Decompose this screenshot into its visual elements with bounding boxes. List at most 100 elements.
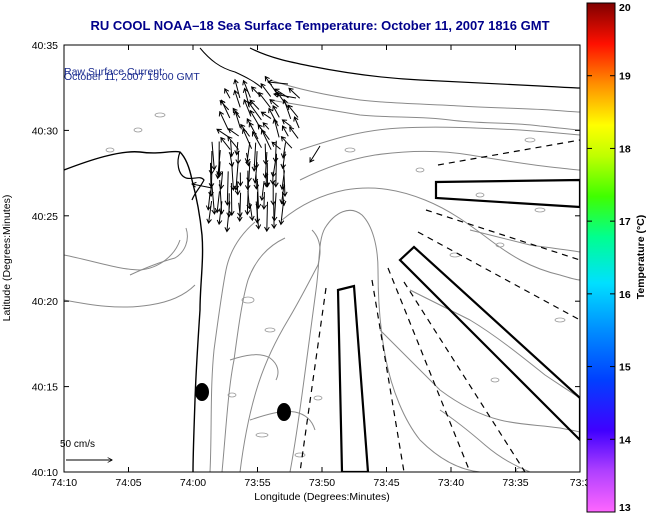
survey-boxes <box>336 178 580 472</box>
colorbar-tick-label: 15 <box>619 362 631 374</box>
current-vector <box>269 98 279 108</box>
current-vector <box>244 181 251 216</box>
current-vector <box>233 89 241 108</box>
current-vector <box>216 128 230 138</box>
coastline <box>64 150 204 472</box>
current-subtitle-line1: Raw Surface Current: <box>64 66 165 78</box>
current-vector <box>227 128 239 137</box>
current-vector <box>248 121 259 140</box>
current-vector <box>220 99 231 119</box>
x-axis-label: Longitude (Degrees:Minutes) <box>254 491 389 503</box>
colorbar: 20 19 18 17 16 15 14 13 Temperature (°C) <box>586 2 647 514</box>
current-vector <box>237 202 243 218</box>
x-tick-label: 73:55 <box>244 477 270 489</box>
current-vector <box>237 172 244 187</box>
radar-beam-lines <box>299 139 580 472</box>
current-vector <box>206 201 213 224</box>
colorbar-tick-label: 14 <box>619 434 631 446</box>
current-vector <box>268 107 279 127</box>
current-vector <box>280 142 287 159</box>
current-vector <box>214 191 221 214</box>
x-tick-label: 73:45 <box>373 477 399 489</box>
staten-island-shore <box>199 47 263 89</box>
y-axis-label: Latitude (Degrees:Minutes) <box>1 195 13 322</box>
current-vector <box>262 122 270 130</box>
y-tick-label: 40:30 <box>32 125 58 137</box>
survey-box-east <box>434 178 580 209</box>
buoy-marker <box>195 383 209 401</box>
y-tick-label: 40:10 <box>32 467 58 479</box>
scale-label: 50 cm/s <box>60 439 95 450</box>
current-vector <box>260 111 272 120</box>
current-vector <box>233 78 241 99</box>
current-vector <box>270 181 277 206</box>
colorbar-scale <box>586 2 616 513</box>
map-title: RU COOL NOAA–18 Sea Surface Temperature:… <box>90 18 549 33</box>
current-vector <box>249 203 255 222</box>
current-vector <box>273 153 279 188</box>
current-vector <box>309 145 321 163</box>
current-vector <box>293 116 300 129</box>
current-vectors <box>191 75 321 233</box>
current-vector <box>270 161 277 178</box>
current-vector <box>289 126 299 139</box>
current-vector <box>271 203 277 230</box>
y-tick-label: 40:25 <box>32 211 58 223</box>
current-vector <box>205 190 212 211</box>
current-vector <box>220 136 231 150</box>
current-vector <box>282 98 292 120</box>
current-vector <box>278 202 285 226</box>
current-vector <box>247 101 262 121</box>
current-vector <box>272 118 280 138</box>
current-vector <box>273 91 297 99</box>
current-vector <box>216 161 223 178</box>
current-vector <box>281 125 289 137</box>
plot-area: Raw Surface Current: October 11, 2007 19… <box>1 40 590 503</box>
current-vector <box>264 201 270 233</box>
current-vector <box>224 202 231 233</box>
current-vector <box>242 128 253 149</box>
current-subtitle-line2: October 11, 2007 19:00 GMT <box>64 71 200 83</box>
colorbar-tick-label: 13 <box>619 502 631 514</box>
long-island-shore <box>249 47 580 89</box>
y-tick-label: 40:35 <box>32 40 58 52</box>
x-tick-label: 74:05 <box>115 477 141 489</box>
x-tick-label: 74:10 <box>51 477 77 489</box>
bathymetry-contours <box>64 79 580 472</box>
colorbar-label: Temperature (°C) <box>635 215 647 300</box>
current-vector <box>272 105 280 118</box>
current-vector <box>280 135 293 149</box>
current-vector <box>263 172 270 188</box>
current-vector <box>228 182 235 217</box>
current-vector <box>216 201 223 226</box>
current-vector <box>244 170 251 191</box>
x-tick-label: 74:00 <box>180 477 206 489</box>
x-axis-ticks: 74:10 74:05 74:00 73:55 73:50 73:45 73:40 73:35… <box>51 45 590 489</box>
current-vector <box>227 135 239 150</box>
y-axis-ticks: 40:35 40:30 40:25 40:20 40:15 40:10 <box>32 40 580 479</box>
y-tick-label: 40:15 <box>32 382 58 394</box>
current-vector <box>258 91 271 108</box>
current-vector <box>246 190 253 210</box>
colorbar-ticks: 20 19 18 17 16 15 14 13 <box>587 2 631 514</box>
x-tick-label: 73:50 <box>309 477 335 489</box>
current-vector <box>261 191 267 210</box>
survey-box-southeast <box>398 245 580 442</box>
sandy-hook-outline <box>177 151 205 201</box>
current-vector <box>260 128 272 150</box>
current-vector <box>281 119 292 128</box>
current-vector <box>218 110 229 131</box>
current-vector <box>224 87 231 99</box>
current-vector <box>287 104 299 118</box>
current-vector <box>260 83 272 97</box>
current-vector <box>255 201 262 230</box>
current-vector <box>259 180 265 202</box>
current-vector <box>288 87 301 99</box>
current-vector <box>242 79 251 98</box>
current-vector <box>262 143 269 166</box>
colorbar-tick-label: 18 <box>619 143 631 155</box>
current-vector <box>252 130 262 148</box>
current-vector <box>211 141 217 171</box>
